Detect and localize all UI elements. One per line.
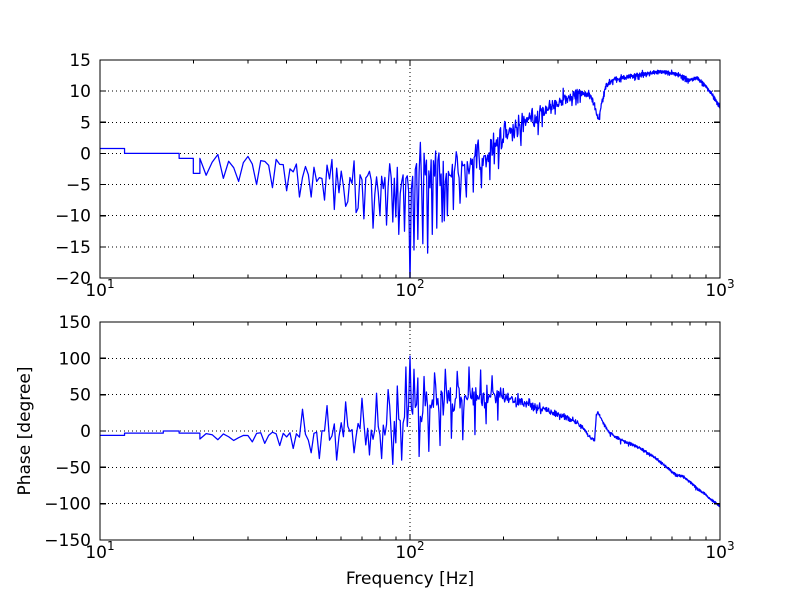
y-tick-label: −15 <box>55 238 91 258</box>
y-tick-label: 100 <box>59 349 91 369</box>
x-tick-label: 101 <box>85 539 114 563</box>
magnitude-trace <box>100 69 720 278</box>
y-tick-label: 150 <box>59 313 91 333</box>
y-tick-label: 5 <box>80 113 91 133</box>
magnitude-response-axes: 101 102 103 15 10 5 0 −5 −10 −15 −20 <box>55 51 735 301</box>
x-tick-label: 102 <box>395 539 424 563</box>
y-tick-label: 15 <box>69 51 91 71</box>
y-tick-label: −100 <box>44 495 91 515</box>
y-tick-label: −50 <box>55 458 91 478</box>
y-tick-label: 10 <box>69 82 91 102</box>
y-tick-label: 0 <box>80 422 91 442</box>
y-tick-label: −20 <box>55 269 91 289</box>
y-tick-label: −5 <box>66 176 91 196</box>
x-tick-label: 102 <box>395 277 424 301</box>
x-tick-label: 103 <box>705 277 734 301</box>
y-tick-label: −150 <box>44 531 91 551</box>
phase-response-axes: 101 102 103 150 100 50 0 −50 −100 −150 <box>44 313 734 563</box>
y-tick-label: −10 <box>55 207 91 227</box>
frequency-x-axis-title: Frequency [Hz] <box>345 569 475 589</box>
y-tick-label: 0 <box>80 144 91 164</box>
phase-y-axis-title: Phase [degree] <box>15 366 35 496</box>
x-tick-label: 103 <box>705 539 734 563</box>
x-tick-label: 101 <box>85 277 114 301</box>
phase-trace <box>100 355 720 508</box>
y-tick-label: 50 <box>69 386 91 406</box>
